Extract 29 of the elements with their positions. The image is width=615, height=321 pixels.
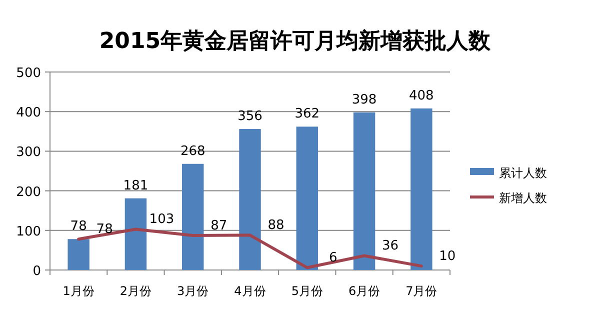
ytick: 500 xyxy=(16,66,41,81)
label: 36 xyxy=(382,238,399,254)
legend: 累计人数 xyxy=(499,166,547,180)
label: 362 xyxy=(294,106,320,122)
xtick: 2月份 xyxy=(120,284,152,298)
label: 103 xyxy=(149,212,174,228)
label: 398 xyxy=(352,92,377,108)
label: 10 xyxy=(439,249,456,264)
label: 78 xyxy=(96,222,113,238)
xtick: 1月份 xyxy=(62,284,94,298)
ytick: 400 xyxy=(16,106,41,121)
label: 408 xyxy=(409,88,434,104)
label: 268 xyxy=(180,144,206,159)
label: 88 xyxy=(268,218,284,234)
ytick: 300 xyxy=(16,145,41,160)
label: 78 xyxy=(70,219,87,234)
xtick: 3月份 xyxy=(177,284,209,298)
ytick: 200 xyxy=(16,184,41,200)
label: 356 xyxy=(238,109,262,124)
xtick: 7月份 xyxy=(406,284,438,298)
xtick: 6月份 xyxy=(348,284,380,298)
xtick: 4月份 xyxy=(234,284,266,298)
ytick: 100 xyxy=(16,224,41,240)
legend: 新增人数 xyxy=(499,191,547,205)
title: 2015年黄金居留许可月均新增获批人数 xyxy=(99,29,491,54)
xtick: 5月份 xyxy=(291,284,323,298)
label: 87 xyxy=(210,218,228,234)
ytick: 0 xyxy=(32,264,41,279)
label: 181 xyxy=(123,178,148,194)
